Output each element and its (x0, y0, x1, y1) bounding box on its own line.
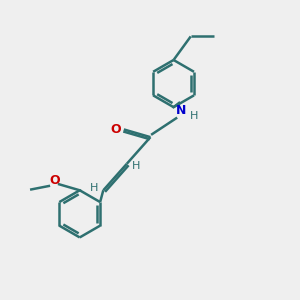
Text: O: O (50, 174, 60, 188)
Text: H: H (90, 183, 98, 193)
Text: H: H (190, 111, 198, 121)
Text: H: H (132, 161, 140, 171)
Text: N: N (176, 104, 187, 117)
Text: O: O (111, 123, 122, 136)
